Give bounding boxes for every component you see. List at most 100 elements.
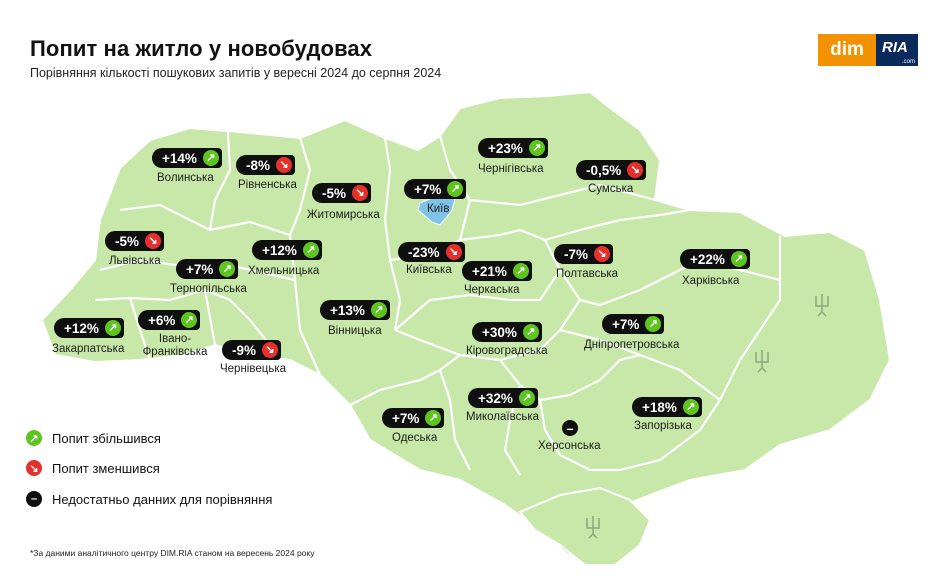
arrow-up-icon: ↗ — [219, 261, 236, 277]
region-name-zhytomyrska: Житомирська — [307, 209, 380, 221]
arrow-down-icon: ↘ — [627, 162, 644, 178]
trident-icon — [755, 350, 769, 373]
region-value: +7% — [414, 181, 442, 197]
arrow-up-icon: ↗ — [512, 263, 529, 279]
region-value: +7% — [612, 316, 640, 332]
trident-icon — [586, 516, 600, 539]
region-name-kyiv: Київ — [427, 203, 450, 215]
arrow-down-icon: ↘ — [145, 233, 162, 249]
region-value: +12% — [262, 242, 297, 258]
region-value: -8% — [246, 157, 271, 173]
border-line — [538, 399, 701, 472]
dim-ria-logo: dim RIA .com — [818, 34, 918, 66]
region-value: +32% — [478, 390, 513, 406]
region-badge-zaporizka: +18% ↗ — [632, 397, 702, 417]
region-value: +30% — [482, 324, 517, 340]
region-badge-poltavska: -7% ↘ — [554, 244, 614, 264]
border-line — [544, 208, 691, 242]
region-value: +12% — [64, 320, 99, 336]
region-name-rivnenska: Рівненська — [238, 179, 297, 191]
arrow-down-icon: ↘ — [26, 460, 42, 476]
crimea-region — [518, 486, 652, 566]
region-name-dnipro: Дніпропетровська — [584, 339, 680, 351]
ukraine-outline — [40, 90, 892, 562]
region-badge-kirovohradska: +30% ↗ — [472, 322, 542, 342]
arrow-up-icon: ↗ — [645, 316, 662, 332]
region-badge-lvivska: -5% ↘ — [105, 231, 165, 251]
region-value: +7% — [392, 410, 420, 426]
arrow-up-icon: ↗ — [682, 399, 699, 415]
region-badge-volynska: +14% ↗ — [152, 148, 222, 168]
minus-icon: – — [26, 491, 42, 507]
page-title: Попит на житло у новобудовах — [30, 36, 373, 61]
border-line — [349, 354, 461, 406]
border-line — [699, 236, 782, 431]
arrow-down-icon: ↘ — [445, 244, 462, 260]
footnote: *За даними аналітичного центру DIM.RIA с… — [30, 548, 315, 558]
region-badge-cherkaska: +21% ↗ — [462, 261, 532, 281]
region-badge-kharkivska: +22% ↗ — [680, 249, 750, 269]
region-name-vinnytska: Вінницька — [328, 325, 382, 337]
region-name-sumska: Сумська — [588, 183, 634, 195]
region-badge-rivnenska: -8% ↘ — [236, 155, 296, 175]
region-value: +13% — [330, 302, 365, 318]
minus-icon: – — [562, 420, 578, 436]
arrow-down-icon: ↘ — [594, 246, 611, 262]
region-name-ternopilska: Тернопільська — [170, 283, 247, 295]
arrow-up-icon: ↗ — [730, 251, 747, 267]
border-line — [383, 137, 402, 331]
region-value: +14% — [162, 150, 197, 166]
region-name-volynska: Волинська — [157, 172, 214, 184]
region-name-odeska: Одеська — [392, 432, 438, 444]
logo-ria-text: RIA — [882, 39, 908, 56]
region-value: +18% — [642, 399, 677, 415]
region-name-ivano: Івано-Франківська — [142, 333, 208, 358]
border-line — [288, 137, 322, 376]
border-line — [203, 289, 217, 346]
border-line — [128, 297, 152, 361]
region-badge-zakarpatska: +12% ↗ — [54, 318, 124, 338]
arrow-up-icon: ↗ — [528, 140, 545, 156]
page-subtitle: Порівняння кількості пошукових запитів у… — [30, 66, 442, 80]
border-line — [119, 203, 291, 237]
region-value: +22% — [690, 251, 725, 267]
arrow-up-icon: ↗ — [202, 150, 219, 166]
region-badge-zhytomyrska: -5% ↘ — [312, 183, 372, 203]
legend-decrease: ↘ Попит зменшився — [26, 460, 160, 476]
region-value: +21% — [472, 263, 507, 279]
arrow-up-icon: ↗ — [26, 430, 42, 446]
region-value: -23% — [408, 244, 440, 260]
region-value: -0,5% — [586, 162, 622, 178]
arrow-up-icon: ↗ — [425, 410, 442, 426]
region-value: -5% — [115, 233, 140, 249]
region-name-mykolaivska: Миколаївська — [466, 411, 540, 423]
region-badge-chernivetska: -9% ↘ — [222, 340, 282, 360]
region-badge-kyivska: -23% ↘ — [398, 242, 465, 262]
region-badge-odeska: +7% ↗ — [382, 408, 445, 428]
region-name-poltavska: Полтавська — [556, 268, 619, 280]
legend-increase-label: Попит збільшився — [52, 430, 161, 446]
region-badge-kyiv: +7% ↗ — [404, 179, 467, 199]
logo-ria: RIA .com — [876, 34, 918, 66]
region-value: +6% — [148, 312, 176, 328]
region-value: +7% — [186, 261, 214, 277]
region-badge-sumska: -0,5% ↘ — [576, 160, 647, 180]
logo-dim: dim — [818, 34, 876, 66]
border-line — [394, 228, 562, 331]
map-land — [40, 90, 892, 566]
arrow-up-icon: ↗ — [104, 320, 121, 336]
legend-increase: ↗ Попит збільшився — [26, 430, 161, 446]
region-name-khmelnytska: Хмельницька — [248, 265, 320, 277]
legend-nodata: – Недостатньо данних для порівняння — [26, 491, 272, 507]
region-value: -7% — [564, 246, 589, 262]
logo-com-text: .com — [901, 59, 915, 65]
region-name-lvivska: Львівська — [109, 255, 161, 267]
arrow-down-icon: ↘ — [352, 185, 369, 201]
region-badge-vinnytska: +13% ↗ — [320, 300, 390, 320]
region-badge-mykolaivska: +32% ↗ — [468, 388, 538, 408]
region-name-khersonska: Херсонська — [538, 440, 601, 452]
region-name-zaporizka: Запорізька — [634, 420, 692, 432]
legend-nodata-label: Недостатньо данних для порівняння — [52, 491, 273, 507]
arrow-down-icon: ↘ — [276, 157, 293, 173]
